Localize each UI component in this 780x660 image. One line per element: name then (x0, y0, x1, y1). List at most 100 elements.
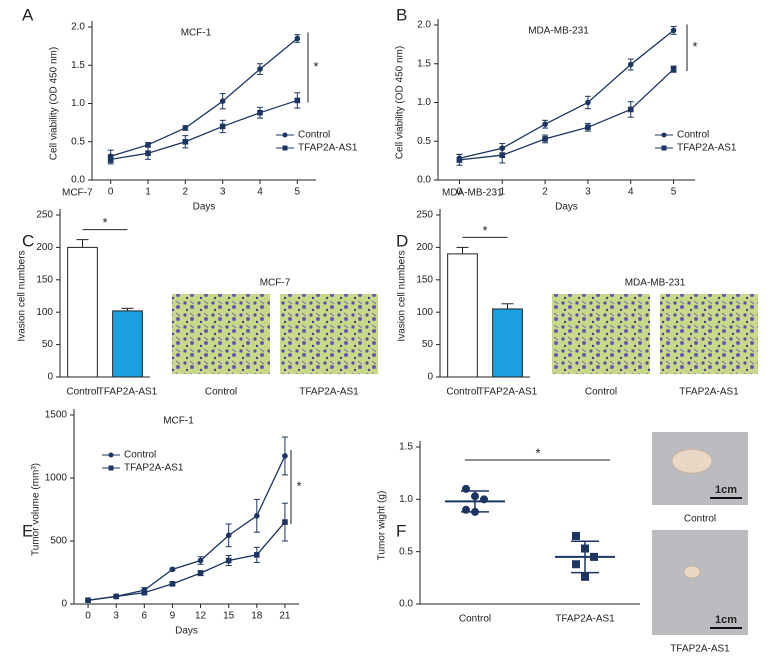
y-tick-label: 0 (47, 372, 53, 383)
x-tick-label: TFAP2A-AS1 (98, 387, 158, 398)
data-point (257, 109, 263, 116)
data-point (219, 98, 226, 105)
legend-label: TFAP2A-AS1 (124, 463, 184, 474)
data-point (585, 99, 591, 106)
y-tick-label: 0 (427, 372, 433, 383)
data-point (257, 66, 263, 72)
data-point (499, 152, 506, 158)
data-point (169, 566, 176, 573)
data-point (294, 97, 301, 104)
x-axis-label: Days (555, 202, 578, 213)
x-tick-label: 0 (457, 187, 463, 198)
x-tick-label: 3 (220, 187, 226, 198)
bar (112, 310, 143, 378)
y-axis-label: Ivasion cell numbers (397, 250, 408, 341)
bar (447, 253, 478, 378)
significance-label: * (102, 215, 107, 230)
x-tick-label: 3 (585, 187, 591, 198)
y-tick-label: 1.5 (71, 60, 85, 71)
legend-marker (282, 145, 288, 151)
chart-title: MDA-MB-231 (442, 188, 503, 199)
series-line (87, 521, 286, 601)
y-tick-label: 1.0 (71, 98, 85, 109)
y-tick-label: 200 (416, 242, 433, 253)
x-tick-label: 21 (279, 611, 291, 622)
y-tick-label: 2.0 (417, 20, 431, 31)
x-axis-label: Days (175, 626, 198, 637)
series-line (110, 37, 298, 157)
x-tick-label: 0 (108, 187, 114, 198)
x-tick-label: 3 (113, 611, 119, 622)
legend-label: TFAP2A-AS1 (677, 143, 737, 154)
legend-marker (282, 132, 288, 138)
x-tick-label: 18 (251, 611, 263, 622)
y-axis-label: Tumor volume (mm³) (31, 463, 42, 556)
x-tick-label: Control (459, 614, 491, 625)
data-point (254, 513, 260, 519)
bar (492, 308, 523, 378)
data-point (145, 150, 151, 157)
chart-title: MCF-7 (62, 188, 93, 199)
x-tick-label: 2 (183, 187, 189, 198)
data-point (197, 557, 204, 564)
y-tick-label: 0.0 (399, 599, 413, 610)
y-tick-label: 500 (50, 536, 67, 547)
y-tick-label: 200 (36, 242, 53, 253)
y-axis-label: Cell viability (OD 450 nm) (395, 46, 406, 159)
legend-marker (661, 145, 667, 151)
data-point (456, 157, 463, 163)
tumor (683, 565, 701, 579)
panel-label: C (22, 231, 34, 250)
panel-label: B (396, 5, 407, 24)
data-point (169, 581, 176, 587)
panel-label: E (22, 521, 33, 540)
x-tick-label: 9 (170, 611, 176, 622)
microscopy-image (280, 294, 378, 374)
series-line (459, 29, 674, 159)
microscopy-image (172, 294, 270, 374)
panel-label: F (396, 521, 406, 540)
legend-label: TFAP2A-AS1 (298, 143, 358, 154)
y-tick-label: 100 (416, 307, 433, 318)
y-axis-label: Ivasion cell numbers (17, 250, 28, 341)
data-point (542, 136, 548, 142)
y-tick-label: 2.0 (71, 22, 85, 33)
y-tick-label: 1.0 (399, 494, 413, 505)
x-tick-label: 12 (195, 611, 207, 622)
data-point (282, 453, 288, 459)
data-point (585, 124, 591, 131)
image-caption: Control (585, 387, 617, 398)
y-tick-label: 1000 (45, 473, 68, 484)
y-tick-label: 1.5 (417, 58, 431, 69)
significance-label: * (296, 478, 301, 493)
legend-label: Control (298, 130, 330, 141)
x-tick-label: Control (446, 387, 478, 398)
y-tick-label: 0.5 (71, 136, 85, 147)
data-point (107, 156, 114, 163)
x-tick-label: Control (66, 387, 98, 398)
legend-label: Control (124, 450, 156, 461)
significance-label: * (535, 445, 540, 460)
chart-title: MCF-1 (163, 416, 194, 427)
scale-label: 1cm (715, 484, 737, 496)
y-tick-label: 0.5 (417, 136, 431, 147)
y-axis-label: Cell viability (OD 450 nm) (49, 47, 60, 160)
chart-title: MCF-1 (181, 28, 212, 39)
data-point (225, 557, 232, 564)
y-tick-label: 0 (61, 599, 67, 610)
image-caption: Control (205, 387, 237, 398)
significance-label: * (482, 223, 487, 238)
x-tick-label: 1 (145, 187, 151, 198)
data-point (85, 597, 91, 604)
legend-marker (108, 465, 114, 471)
data-point (572, 560, 580, 569)
y-tick-label: 1500 (45, 410, 68, 421)
x-tick-label: TFAP2A-AS1 (555, 614, 615, 625)
y-axis-label: Tumor wight (g) (377, 491, 388, 561)
image-title: MCF-7 (260, 278, 291, 289)
data-point (113, 593, 119, 600)
data-point (581, 572, 589, 581)
data-point (670, 66, 677, 72)
y-tick-label: 250 (36, 210, 53, 221)
